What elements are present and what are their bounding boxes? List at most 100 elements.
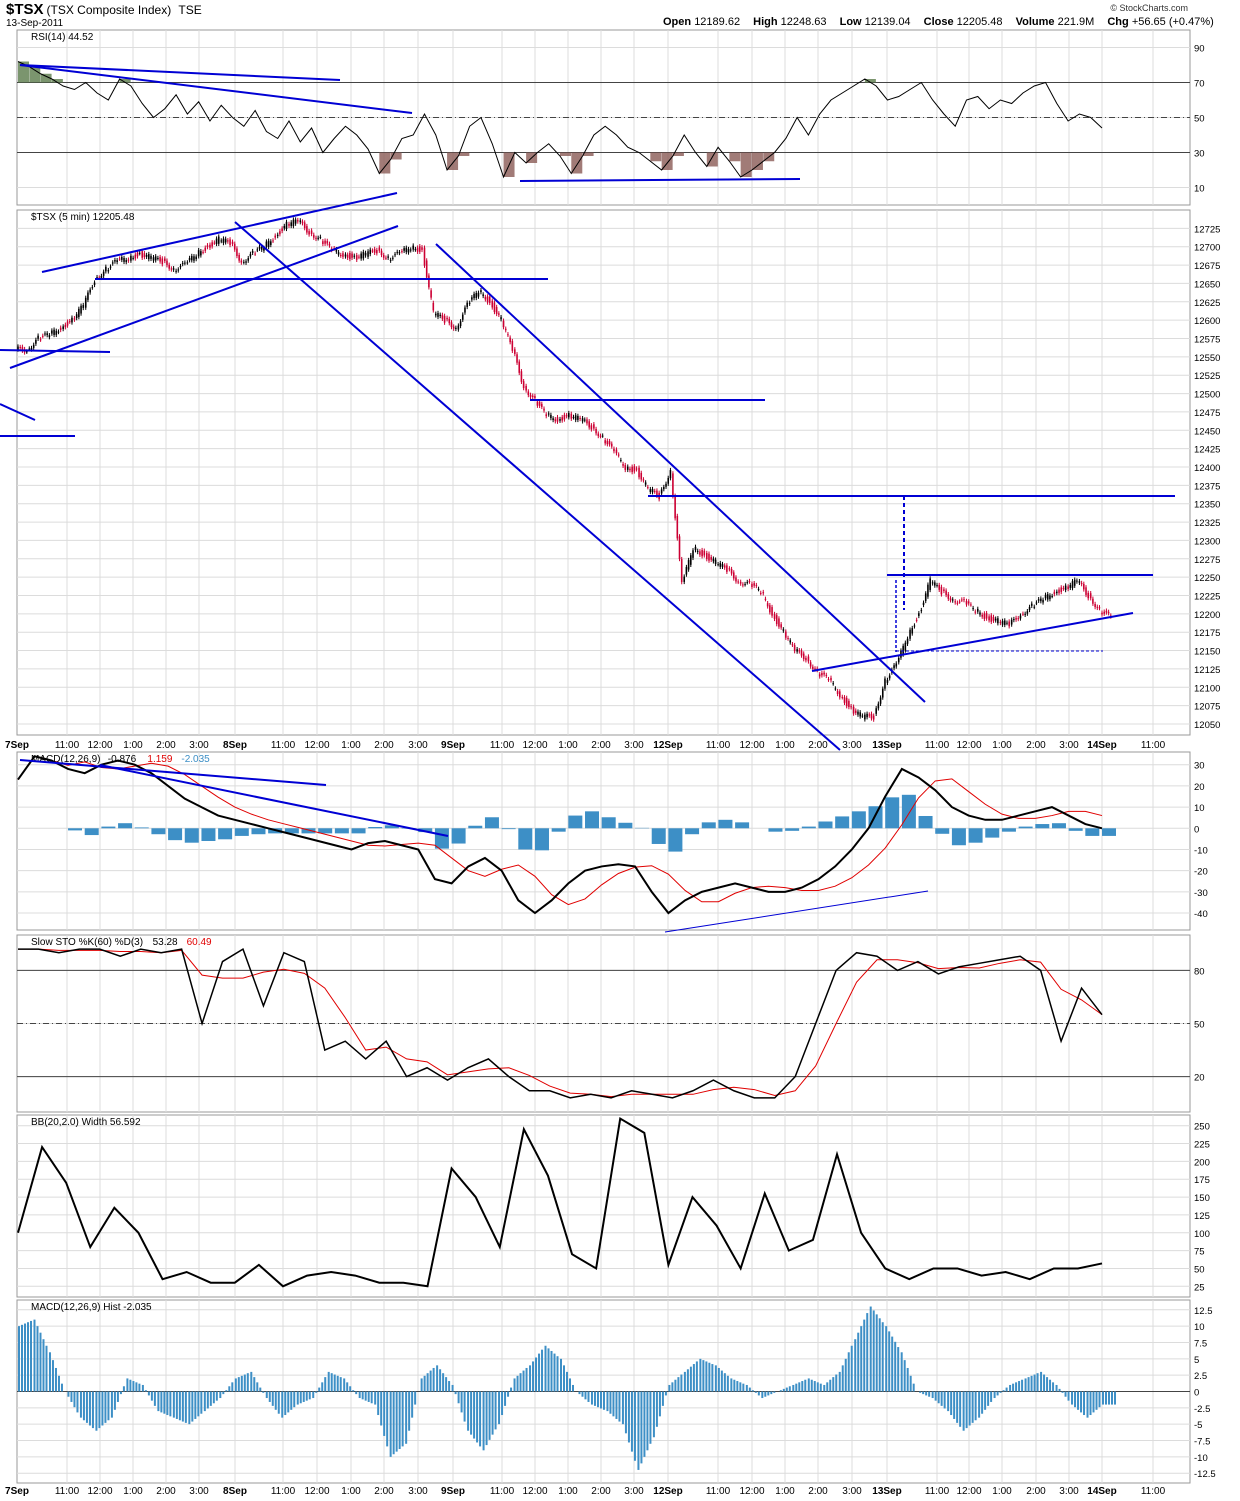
hist-bar (132, 1381, 135, 1392)
hist-bar (888, 1331, 891, 1392)
hist-bar (426, 1373, 429, 1392)
candle-body (387, 256, 389, 258)
candle-body (1073, 579, 1076, 586)
hist-bar (1074, 1391, 1077, 1408)
candle-body (256, 249, 259, 251)
candle-body (934, 582, 936, 586)
hist-bar (894, 1341, 897, 1392)
hist-bar (33, 1319, 36, 1392)
macd-hist-bar (585, 811, 600, 829)
hist-bar (906, 1367, 909, 1392)
candle-body (19, 347, 21, 349)
candle-body (461, 314, 464, 320)
candle-body (739, 581, 742, 584)
y-tick-label: 12200 (1194, 610, 1220, 621)
candle-body (714, 559, 717, 564)
candle-body (755, 585, 758, 587)
hist-bar (1058, 1388, 1061, 1392)
candle-body (263, 247, 265, 251)
hist-bar (745, 1384, 748, 1392)
hist-bar (395, 1391, 398, 1452)
candle-body (638, 467, 640, 478)
candle-body (222, 238, 225, 244)
candle-body (132, 257, 134, 259)
candle-body (608, 441, 611, 445)
macd-hist-bar (601, 817, 616, 829)
time-label: 2:00 (156, 740, 176, 751)
candle-body (864, 714, 866, 720)
candle-body (220, 240, 223, 242)
candle-body (175, 270, 177, 272)
candle-body (699, 551, 701, 555)
hist-bar (563, 1365, 565, 1392)
candle-body (240, 260, 243, 263)
candle-body (574, 415, 577, 420)
macd-trendline (99, 764, 449, 837)
candle-body (21, 346, 24, 351)
candle-body (439, 314, 441, 317)
hist-bar (237, 1377, 240, 1392)
macd-hist-bar (484, 817, 499, 829)
hist-bar (832, 1377, 835, 1392)
hist-bar (219, 1391, 222, 1399)
y-tick-label: 12725 (1194, 224, 1220, 235)
candle-body (710, 557, 712, 560)
hist-bar (95, 1391, 98, 1431)
hist-bar (761, 1391, 764, 1399)
candle-body (197, 250, 200, 257)
candle-body (656, 490, 658, 496)
hist-bar (1114, 1391, 1116, 1405)
y-tick-label: 10 (1194, 184, 1205, 195)
candle-body (150, 255, 152, 259)
candle-body (773, 614, 776, 619)
candle-body (812, 666, 814, 670)
candle-body (972, 608, 974, 610)
hist-bar (987, 1391, 990, 1406)
candle-body (527, 391, 530, 396)
hist-bar (473, 1391, 476, 1439)
hist-bar (726, 1375, 729, 1392)
candle-body (1087, 592, 1090, 599)
panel-price: 12050 12075 12100 12125 12150 12175 12200 12225… (16, 209, 1220, 736)
candle-body (821, 672, 823, 676)
hist-bar (494, 1391, 497, 1430)
hist-bar (959, 1391, 962, 1427)
hist-bar (525, 1367, 528, 1392)
hist-bar (947, 1391, 950, 1412)
candle-body (28, 348, 31, 350)
candle-body (988, 616, 990, 621)
hist-bar (630, 1391, 633, 1452)
hist-bar (181, 1391, 184, 1422)
candle-body (409, 249, 412, 251)
candle-body (179, 266, 182, 268)
time-label: 12:00 (87, 740, 112, 751)
candle-body (830, 677, 832, 681)
hist-bar (590, 1391, 593, 1405)
hist-bar (389, 1391, 392, 1457)
candle-body (297, 220, 299, 222)
candle-body (281, 228, 283, 231)
candle-body (294, 219, 297, 224)
time-label: 3:00 (189, 740, 209, 751)
candle-body (642, 479, 645, 481)
hist-bar (1083, 1391, 1086, 1416)
hist-bar (903, 1360, 906, 1392)
hist-bar (869, 1306, 872, 1392)
candle-body (870, 713, 873, 719)
macd-hist-bar (851, 811, 866, 829)
candle-body (247, 258, 250, 261)
hist-bar (544, 1345, 547, 1392)
candle-body (570, 413, 573, 419)
macd-hist-bar (84, 828, 99, 836)
hist-bar (259, 1387, 262, 1392)
candle-body (475, 292, 478, 298)
macd-hist-bar (234, 828, 249, 836)
hist-bar (305, 1391, 308, 1401)
panel-title-sto: Slow STO %K(60) %D(3) (31, 937, 143, 948)
price-trendline (811, 612, 1134, 672)
candle-body (279, 231, 281, 235)
candle-body (1044, 594, 1047, 599)
candle-body (96, 277, 98, 279)
y-tick-label: 12050 (1194, 720, 1220, 731)
y-tick-label: 12150 (1194, 647, 1220, 658)
